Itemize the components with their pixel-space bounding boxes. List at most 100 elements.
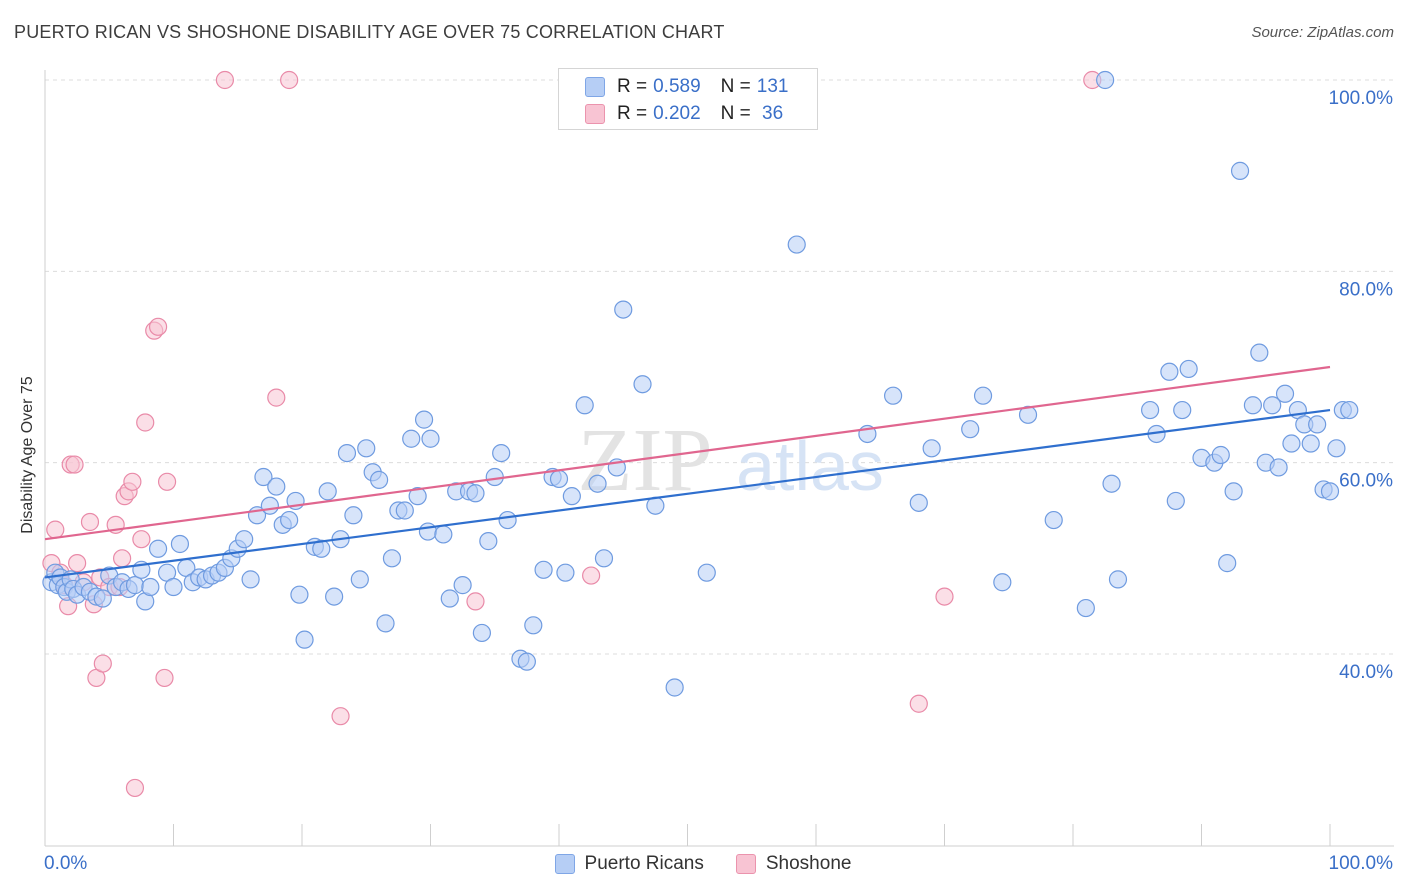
data-point	[280, 510, 299, 530]
r-value: 0.202	[653, 103, 701, 124]
data-point	[1211, 445, 1230, 465]
data-point	[993, 573, 1012, 592]
data-point	[164, 577, 183, 597]
data-point	[909, 694, 928, 713]
data-point	[562, 487, 581, 506]
data-point	[961, 420, 980, 439]
n-label: N =	[720, 103, 751, 124]
data-point	[549, 469, 569, 489]
data-point	[65, 455, 84, 474]
data-point	[1096, 70, 1115, 90]
data-point	[80, 512, 100, 532]
pink-swatch	[585, 104, 605, 124]
data-point	[1250, 343, 1269, 362]
data-point	[1263, 396, 1282, 415]
data-point	[241, 570, 260, 589]
legend-label: Shoshone	[765, 853, 852, 874]
data-point	[312, 539, 331, 558]
chart-title: PUERTO RICAN VS SHOSHONE DISABILITY AGE …	[14, 22, 725, 42]
data-point	[556, 563, 575, 582]
x-tick-label: 100.0%	[1329, 853, 1394, 874]
pink-swatch	[735, 854, 756, 874]
shoshone-points	[42, 70, 1102, 798]
data-point	[1282, 434, 1301, 453]
n-value: 36	[756, 103, 784, 124]
data-point	[922, 439, 941, 458]
data-point	[125, 576, 145, 595]
data-point	[136, 413, 155, 432]
data-point	[1218, 554, 1237, 573]
r-value: 0.589	[653, 76, 701, 97]
data-point	[534, 560, 553, 579]
data-point	[973, 386, 993, 405]
r-label: R =	[617, 76, 648, 97]
data-point	[614, 300, 633, 319]
data-point	[440, 589, 459, 608]
data-point	[337, 444, 357, 463]
data-point	[93, 654, 112, 673]
data-point	[1327, 439, 1346, 458]
watermark-zip: ZIP	[578, 411, 713, 510]
data-point	[290, 585, 309, 604]
data-point	[418, 522, 438, 541]
legend-row-puerto-ricans: R = 0.589 N = 131	[585, 75, 788, 99]
blue-swatch	[554, 854, 575, 874]
data-point	[466, 484, 485, 503]
trend-lines	[44, 365, 1331, 579]
data-point	[157, 472, 177, 491]
data-point	[453, 576, 472, 595]
data-point	[1301, 434, 1320, 453]
data-point	[235, 530, 254, 549]
data-point	[633, 375, 652, 394]
data-point	[1173, 400, 1192, 420]
data-point	[215, 70, 234, 90]
data-point	[517, 652, 536, 671]
legend-item-puerto-ricans: Puerto Ricans	[554, 853, 704, 875]
data-point	[472, 623, 491, 643]
data-point	[1076, 598, 1095, 618]
data-point	[575, 396, 594, 415]
y-tick-label: 80.0%	[1339, 279, 1393, 300]
data-point	[254, 467, 273, 487]
data-point	[414, 410, 434, 429]
data-point	[325, 587, 344, 606]
data-point	[155, 668, 174, 688]
data-point	[1243, 396, 1263, 415]
data-point	[434, 525, 453, 544]
data-point	[1275, 384, 1295, 403]
data-point	[148, 539, 168, 558]
data-point	[132, 530, 151, 549]
data-point	[344, 506, 363, 525]
trend-line-shoshone	[44, 365, 1331, 541]
watermark-atlas: atlas	[736, 427, 884, 505]
data-point	[395, 501, 414, 520]
data-point	[524, 616, 543, 635]
data-point	[479, 532, 498, 551]
legend-label: Puerto Ricans	[584, 853, 704, 874]
n-value: 131	[756, 76, 789, 97]
data-point	[1166, 491, 1185, 511]
data-point	[267, 477, 286, 496]
data-point	[909, 493, 928, 512]
data-point	[787, 235, 806, 254]
data-point	[357, 439, 376, 458]
y-tick-label: 40.0%	[1339, 662, 1393, 683]
data-point	[1179, 359, 1198, 379]
data-point	[260, 496, 279, 515]
blue-swatch	[585, 77, 605, 97]
data-point	[1224, 482, 1243, 501]
data-point	[1044, 510, 1063, 530]
data-point	[148, 317, 168, 336]
data-point	[1340, 400, 1359, 420]
data-point	[331, 707, 350, 726]
data-point	[267, 388, 286, 407]
x-tick-label: 0.0%	[44, 853, 87, 874]
data-point	[697, 563, 716, 582]
data-point	[318, 482, 337, 501]
data-point	[1230, 161, 1250, 180]
data-point	[1160, 362, 1179, 381]
source-credit: Source: ZipAtlas.com	[1251, 24, 1394, 41]
data-point	[46, 520, 65, 539]
data-point	[370, 470, 389, 489]
data-point	[408, 487, 427, 506]
